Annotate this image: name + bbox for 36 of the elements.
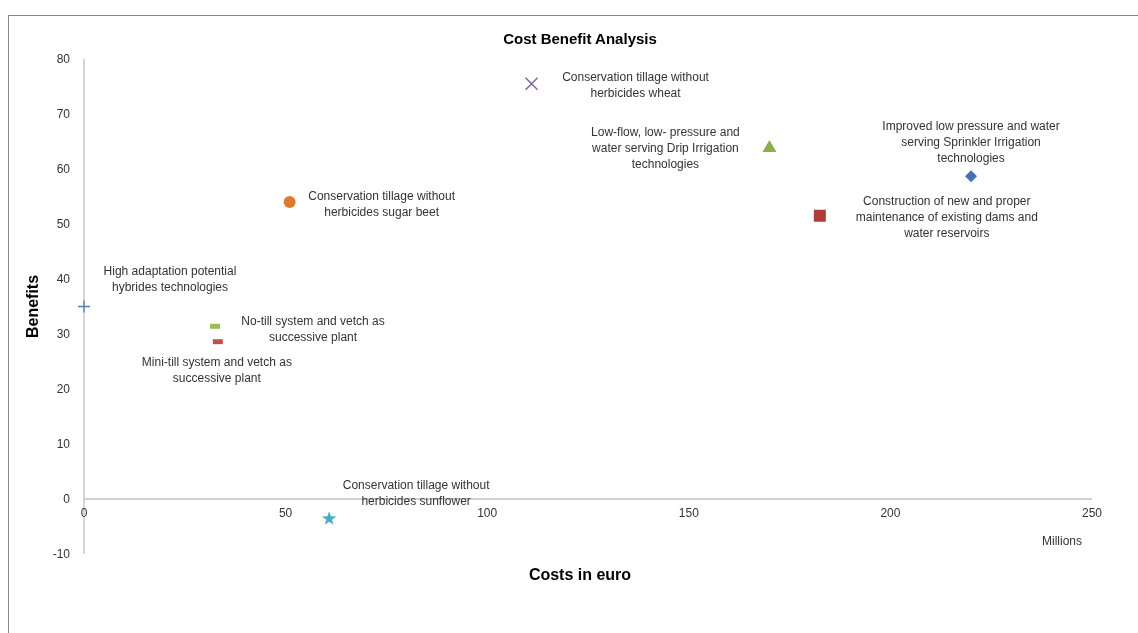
- y-axis-title: Benefits: [24, 274, 41, 339]
- text: Conservation tillage without herbicides wheat: [562, 69, 710, 100]
- point: [283, 196, 296, 208]
- y-tick-label: 20: [56, 382, 71, 397]
- text: Mini-till system and vetch as successive plant: [141, 354, 292, 385]
- x-tick-label: 0: [80, 506, 88, 520]
- point: [322, 511, 337, 525]
- point: [524, 77, 539, 91]
- x-tick-label: 50: [278, 506, 293, 520]
- series-label: Low-flow, low- pressure and water serving Drip Irrigation technologies: [591, 125, 740, 172]
- series-label: High adaptation potential hybrides technologies: [103, 263, 237, 294]
- point: [813, 209, 826, 222]
- series-label: Conservation tillage without herbicides sugar beet: [308, 189, 456, 220]
- annotation: Millions: [1041, 534, 1083, 548]
- y-tick-label: 30: [56, 327, 71, 342]
- series-label: Conservation tillage without herbicides sunflower: [342, 478, 491, 508]
- chart-title: Cost Benefit Analysis: [503, 30, 657, 47]
- series-label: No-till system and vetch as successive plant: [241, 313, 385, 344]
- y-tick-label: 60: [56, 162, 71, 177]
- y-tick-label: -10: [52, 547, 71, 562]
- y-tick-label: 0: [63, 492, 71, 507]
- x-tick-label: 100: [477, 506, 498, 520]
- text: Construction of new and proper maintenance of existing dams and water reservoirs: [855, 193, 1038, 240]
- x-tick-label: 250: [1081, 506, 1103, 520]
- x-axis-title: Costs in euro: [528, 566, 632, 583]
- y-tick-label: 10: [56, 437, 71, 452]
- y-tick-label: 40: [56, 272, 71, 287]
- y-tick-label: 70: [56, 107, 71, 122]
- point: [77, 299, 91, 314]
- point: [965, 170, 978, 183]
- x-tick-label: 150: [678, 506, 700, 520]
- y-tick-label: 50: [56, 217, 71, 232]
- point: [762, 140, 777, 152]
- y-tick-label: 80: [56, 52, 71, 67]
- text: Improved low pressure and water serving Sprinkler Irrigation technologies: [882, 119, 1060, 166]
- x-tick-label: 200: [880, 506, 901, 520]
